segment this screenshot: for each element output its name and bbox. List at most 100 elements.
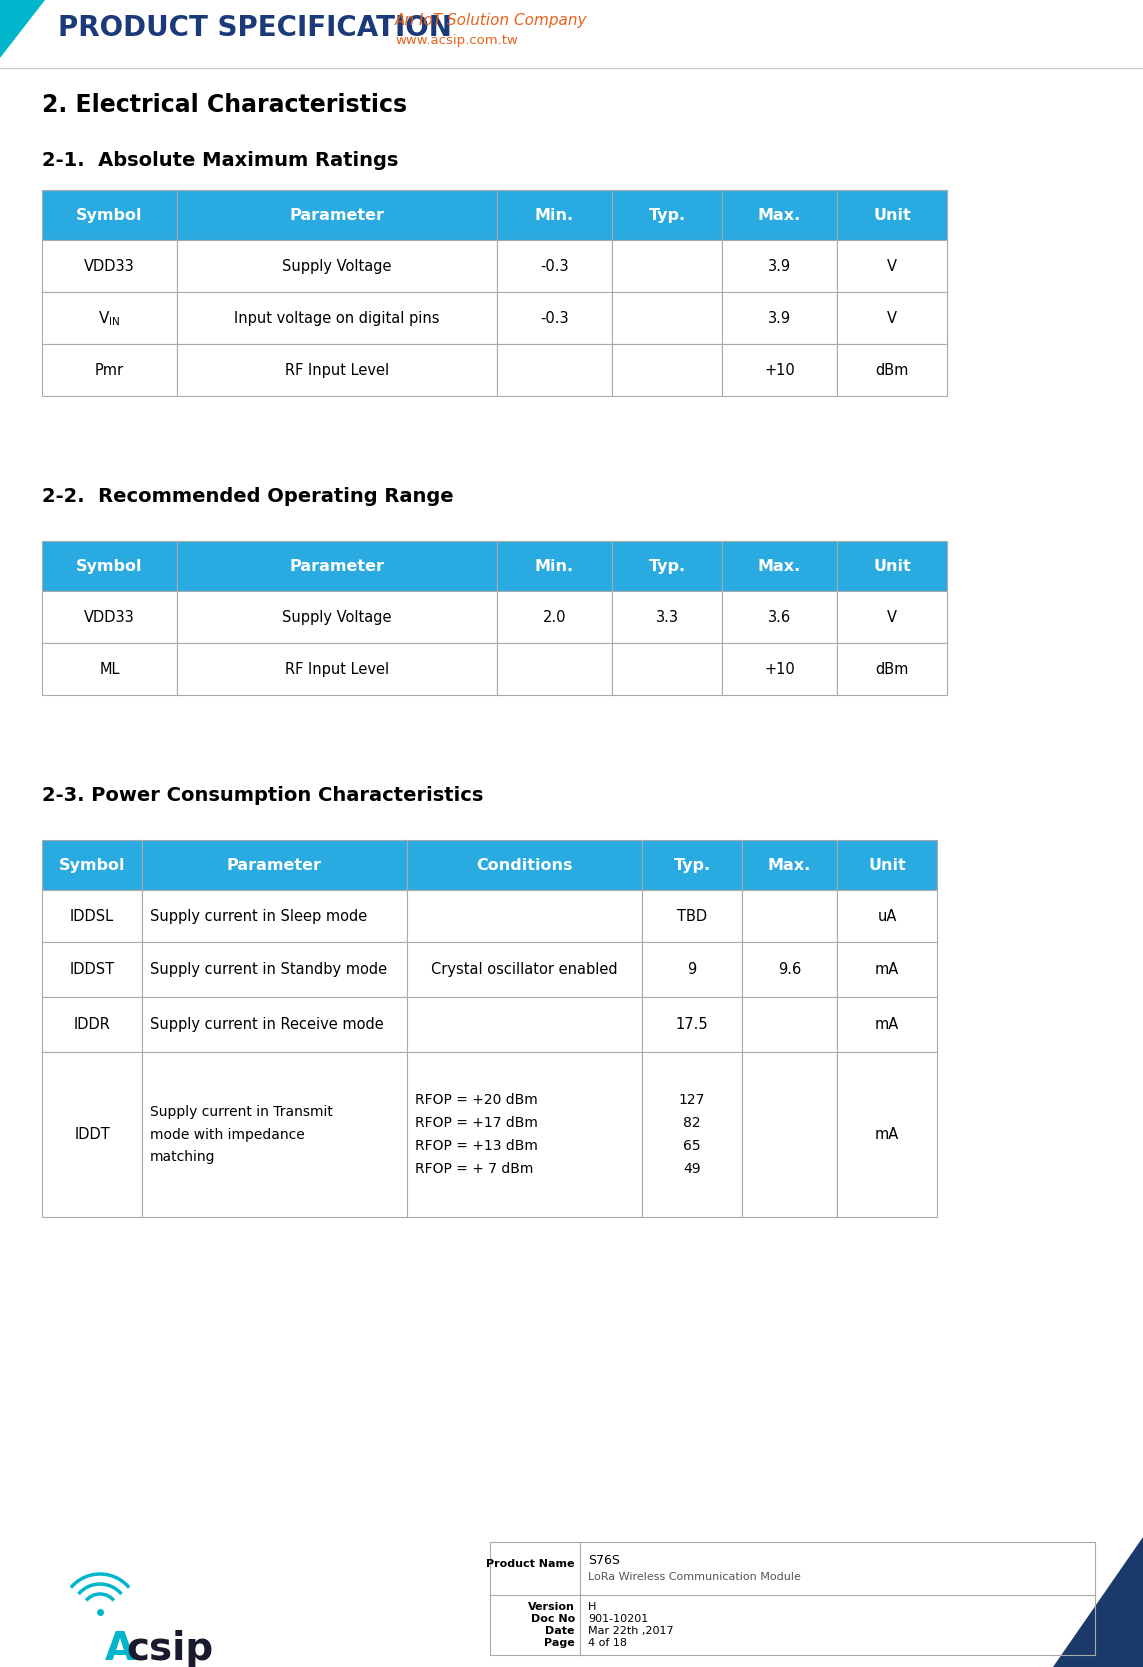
Text: Crystal oscillator enabled: Crystal oscillator enabled — [431, 962, 618, 977]
Bar — [142, 997, 407, 1052]
Text: Date: Date — [545, 1625, 575, 1635]
Text: Supply Voltage: Supply Voltage — [282, 610, 392, 625]
Bar — [497, 592, 612, 643]
Text: Symbol: Symbol — [77, 558, 143, 573]
Text: Parameter: Parameter — [227, 857, 322, 872]
Text: dBm: dBm — [876, 662, 909, 677]
Text: dBm: dBm — [876, 362, 909, 377]
Polygon shape — [0, 0, 45, 58]
Bar — [42, 890, 142, 942]
Bar — [42, 343, 177, 397]
Text: RF Input Level: RF Input Level — [285, 362, 389, 377]
Text: V: V — [99, 310, 110, 325]
Text: Unit: Unit — [873, 207, 911, 222]
Bar — [42, 240, 177, 292]
Bar — [142, 1052, 407, 1217]
Bar — [497, 240, 612, 292]
Bar — [177, 190, 497, 240]
Bar — [42, 942, 142, 997]
Text: 9: 9 — [687, 962, 696, 977]
Bar — [177, 643, 497, 695]
Bar — [612, 643, 722, 695]
Bar — [837, 840, 937, 890]
Text: 2.0: 2.0 — [543, 610, 566, 625]
Text: ML: ML — [99, 662, 120, 677]
Bar — [612, 292, 722, 343]
Text: Doc No: Doc No — [530, 1614, 575, 1624]
Text: LoRa Wireless Communication Module: LoRa Wireless Communication Module — [588, 1572, 801, 1582]
Text: Typ.: Typ. — [673, 857, 711, 872]
Bar — [722, 542, 837, 592]
Text: 17.5: 17.5 — [676, 1017, 709, 1032]
Bar — [42, 190, 177, 240]
Bar — [612, 343, 722, 397]
Bar — [742, 942, 837, 997]
Bar — [742, 840, 837, 890]
Text: Unit: Unit — [873, 558, 911, 573]
Text: 901-10201: 901-10201 — [588, 1614, 648, 1624]
Text: Min.: Min. — [535, 207, 574, 222]
Text: 3.9: 3.9 — [768, 310, 791, 325]
Bar — [612, 592, 722, 643]
Text: Symbol: Symbol — [58, 857, 126, 872]
Text: An IoT Solution Company: An IoT Solution Company — [395, 12, 588, 27]
Bar — [642, 840, 742, 890]
Text: Supply Voltage: Supply Voltage — [282, 258, 392, 273]
Bar — [142, 942, 407, 997]
Text: mA: mA — [874, 1017, 900, 1032]
Text: 2. Electrical Characteristics: 2. Electrical Characteristics — [42, 93, 407, 117]
Text: IDDSL: IDDSL — [70, 909, 114, 924]
Bar — [42, 840, 142, 890]
Text: VDD33: VDD33 — [85, 258, 135, 273]
Bar — [612, 240, 722, 292]
Text: Max.: Max. — [768, 857, 812, 872]
Text: 2-2.  Recommended Operating Range: 2-2. Recommended Operating Range — [42, 487, 454, 505]
Text: Max.: Max. — [758, 558, 801, 573]
Bar — [837, 997, 937, 1052]
Bar — [42, 643, 177, 695]
Bar — [722, 592, 837, 643]
Bar — [142, 890, 407, 942]
Text: -0.3: -0.3 — [541, 258, 569, 273]
Text: Parameter: Parameter — [289, 207, 384, 222]
Text: S76S: S76S — [588, 1554, 620, 1567]
Text: Supply current in Receive mode: Supply current in Receive mode — [150, 1017, 384, 1032]
Bar — [642, 890, 742, 942]
Text: IDDT: IDDT — [74, 1127, 110, 1142]
Bar — [837, 240, 948, 292]
Text: Unit: Unit — [869, 857, 906, 872]
Bar — [497, 190, 612, 240]
Text: Symbol: Symbol — [77, 207, 143, 222]
Text: +10: +10 — [765, 362, 794, 377]
Bar — [42, 1052, 142, 1217]
Bar — [837, 592, 948, 643]
Text: V: V — [887, 610, 897, 625]
Bar — [722, 240, 837, 292]
Bar — [407, 1052, 642, 1217]
Text: IDDST: IDDST — [70, 962, 114, 977]
Bar — [142, 840, 407, 890]
Bar — [837, 542, 948, 592]
Text: Pmr: Pmr — [95, 362, 125, 377]
Bar — [837, 643, 948, 695]
Bar — [642, 1052, 742, 1217]
Bar — [837, 942, 937, 997]
Text: 4 of 18: 4 of 18 — [588, 1639, 628, 1649]
Text: TBD: TBD — [677, 909, 708, 924]
Text: V: V — [887, 310, 897, 325]
Text: Parameter: Parameter — [289, 558, 384, 573]
Text: VDD33: VDD33 — [85, 610, 135, 625]
Text: PRODUCT SPECIFICATION: PRODUCT SPECIFICATION — [58, 13, 451, 42]
Bar — [42, 592, 177, 643]
Text: RF Input Level: RF Input Level — [285, 662, 389, 677]
Text: IN: IN — [109, 317, 120, 327]
Text: 2-3. Power Consumption Characteristics: 2-3. Power Consumption Characteristics — [42, 785, 483, 805]
Text: 3.6: 3.6 — [768, 610, 791, 625]
Text: H: H — [588, 1602, 597, 1612]
Text: A: A — [105, 1630, 135, 1667]
Text: V: V — [887, 258, 897, 273]
Bar — [407, 997, 642, 1052]
Bar — [497, 643, 612, 695]
Text: 3.9: 3.9 — [768, 258, 791, 273]
Bar — [42, 997, 142, 1052]
